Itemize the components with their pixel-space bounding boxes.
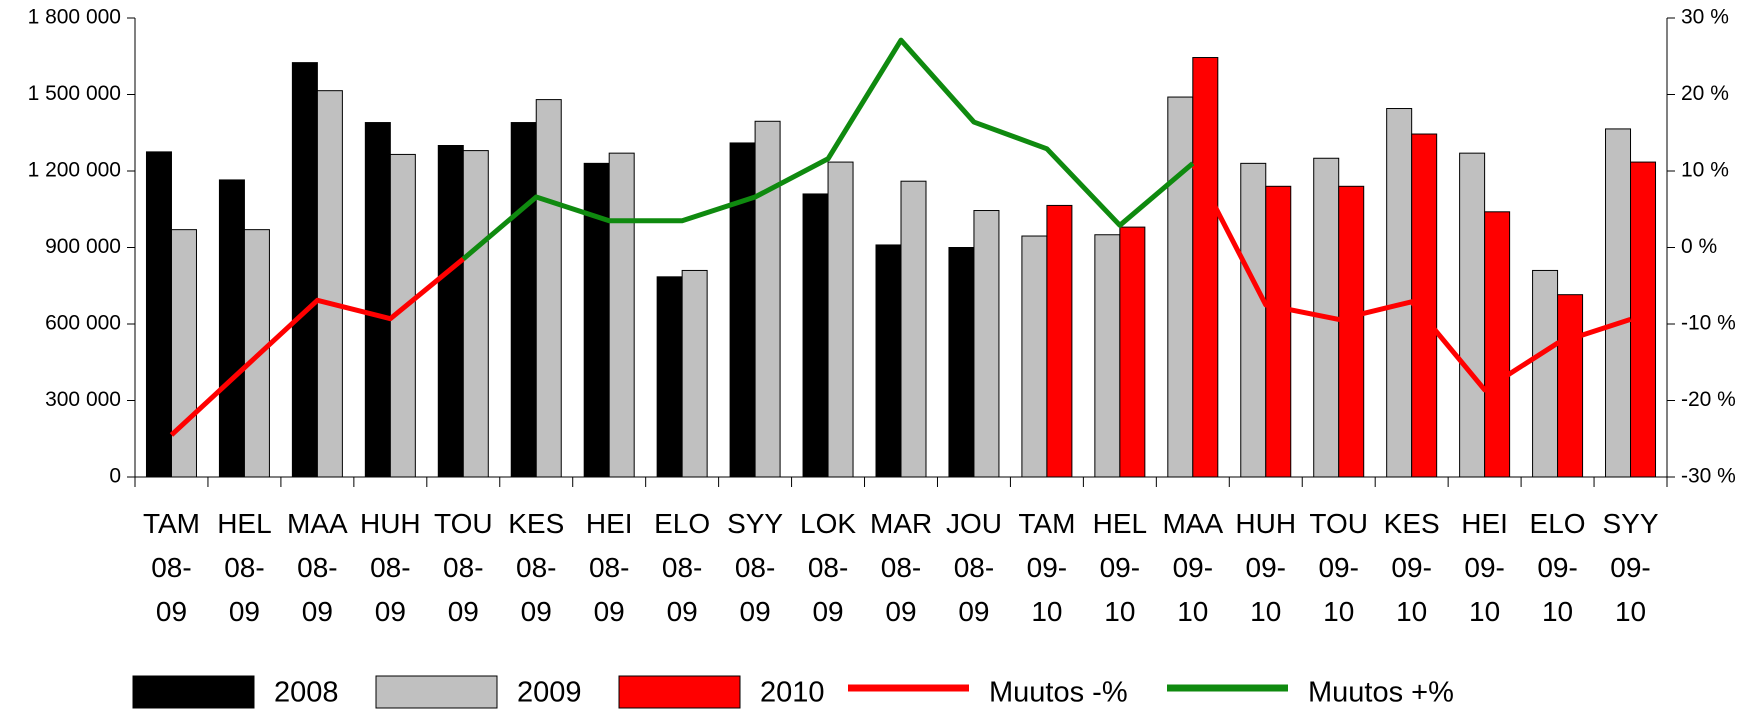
- bar: [583, 162, 610, 478]
- y2-tick-label: -10 %: [1681, 312, 1736, 335]
- y-tick-label: 1 800 000: [28, 6, 121, 29]
- bar: [729, 142, 756, 478]
- bar: [1119, 226, 1146, 478]
- bar: [1386, 108, 1413, 478]
- legend-label: 2009: [517, 677, 582, 709]
- y2-tick-label: 10 %: [1681, 159, 1729, 182]
- y-tick-label: 600 000: [45, 312, 121, 335]
- bar: [754, 120, 781, 478]
- y-tick-label: 300 000: [45, 388, 121, 411]
- x-tick-label: HEL 09-10: [1092, 508, 1148, 627]
- bar: [875, 244, 902, 478]
- x-tick-label: LOK 08-09: [800, 508, 857, 627]
- y-tick-label: 900 000: [45, 235, 121, 258]
- line: [169, 162, 1632, 437]
- bar: [1021, 235, 1048, 478]
- x-tick-label: HEL 08-09: [217, 508, 272, 627]
- bar: [1484, 211, 1511, 478]
- bar: [1240, 162, 1267, 478]
- x-tick-label: MAR 08-09: [870, 508, 933, 627]
- x-tick-label: TAM 09-10: [1018, 508, 1076, 627]
- bar: [1630, 161, 1657, 478]
- x-tick-label: TOU 09-10: [1309, 508, 1368, 627]
- legend-label: Muutos -%: [989, 677, 1128, 709]
- y2-tick-label: -30 %: [1681, 465, 1736, 488]
- legend-label: Muutos +%: [1308, 677, 1454, 709]
- legend-swatch: [618, 675, 741, 709]
- bar: [1046, 204, 1073, 478]
- bar: [973, 210, 1000, 478]
- x-tick-label: ELO 09-10: [1529, 508, 1586, 627]
- x-tick-label: HEI 09-10: [1461, 508, 1508, 627]
- bar: [681, 269, 708, 478]
- bar: [462, 150, 489, 478]
- x-tick-label: KES 08-09: [508, 508, 565, 627]
- legend-swatch: [132, 675, 255, 709]
- bar: [1557, 294, 1584, 478]
- y-tick-label: 1 200 000: [28, 159, 121, 182]
- bar: [316, 90, 343, 478]
- y2-tick-label: 20 %: [1681, 82, 1729, 105]
- bar: [827, 161, 854, 478]
- bar: [1265, 185, 1292, 478]
- y2-tick-label: 30 %: [1681, 6, 1729, 29]
- bar: [802, 193, 829, 478]
- line: [461, 37, 1195, 261]
- bar: [437, 145, 464, 478]
- bar: [218, 179, 245, 478]
- x-tick-label: HUH 09-10: [1235, 508, 1297, 627]
- bar: [535, 99, 562, 478]
- bar: [1532, 269, 1559, 478]
- bar: [948, 247, 975, 478]
- y2-tick-label: 0 %: [1681, 235, 1717, 258]
- bar: [145, 151, 172, 478]
- x-tick-label: ELO 08-09: [654, 508, 711, 627]
- bar: [1094, 234, 1121, 478]
- bar: [510, 122, 537, 478]
- bar: [1167, 96, 1194, 478]
- legend-label: 2008: [274, 677, 339, 709]
- x-tick-label: TAM 08-09: [142, 508, 200, 627]
- bar: [656, 276, 683, 478]
- bar: [170, 229, 197, 478]
- x-tick-label: SYY 09-10: [1602, 508, 1659, 627]
- y2-tick-label: -20 %: [1681, 388, 1736, 411]
- x-tick-label: KES 09-10: [1383, 508, 1440, 627]
- bar: [291, 62, 318, 478]
- bar: [900, 180, 927, 478]
- x-tick-label: HUH 08-09: [359, 508, 421, 627]
- legend-label: 2010: [760, 677, 825, 709]
- x-tick-label: MAA 08-09: [287, 508, 348, 627]
- x-tick-label: TOU 08-09: [433, 508, 493, 627]
- bar: [1459, 152, 1486, 478]
- bar: [1192, 57, 1219, 478]
- x-tick-label: HEI 08-09: [585, 508, 633, 627]
- legend-swatch: [375, 675, 498, 709]
- bar: [1338, 185, 1365, 478]
- bar: [1605, 128, 1632, 478]
- bar: [364, 122, 391, 478]
- x-tick-label: MAA 09-10: [1162, 508, 1224, 627]
- bar: [608, 152, 635, 478]
- x-tick-label: SYY 08-09: [727, 508, 784, 627]
- x-tick-label: JOU 08-09: [945, 508, 1002, 627]
- y-tick-label: 1 500 000: [28, 82, 121, 105]
- y-tick-label: 0: [109, 465, 121, 488]
